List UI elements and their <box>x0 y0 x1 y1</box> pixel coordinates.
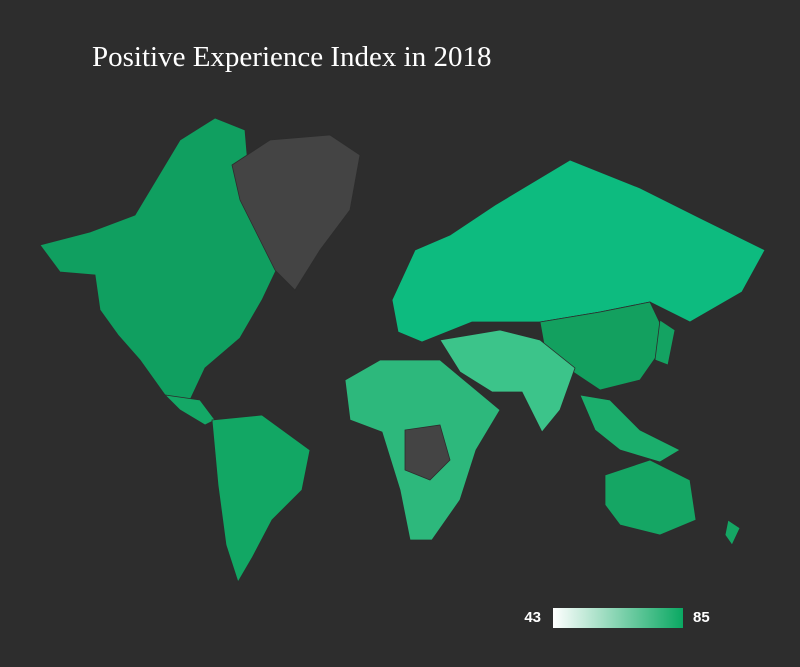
legend-max: 85 <box>693 609 710 626</box>
europe-russia <box>391 159 766 343</box>
australia <box>604 459 697 536</box>
japan <box>654 319 676 366</box>
southeast-asia <box>579 394 681 463</box>
greenland <box>231 134 361 291</box>
map-title: Positive Experience Index in 2018 <box>92 41 491 73</box>
legend-min: 43 <box>524 609 541 626</box>
central-america <box>163 394 216 426</box>
central-africa <box>404 424 451 481</box>
new-zealand <box>724 519 741 546</box>
south-america <box>211 414 311 583</box>
landmasses <box>39 117 766 583</box>
legend-gradient <box>553 608 683 628</box>
north-america <box>39 117 281 401</box>
middle-east-india <box>439 329 576 433</box>
